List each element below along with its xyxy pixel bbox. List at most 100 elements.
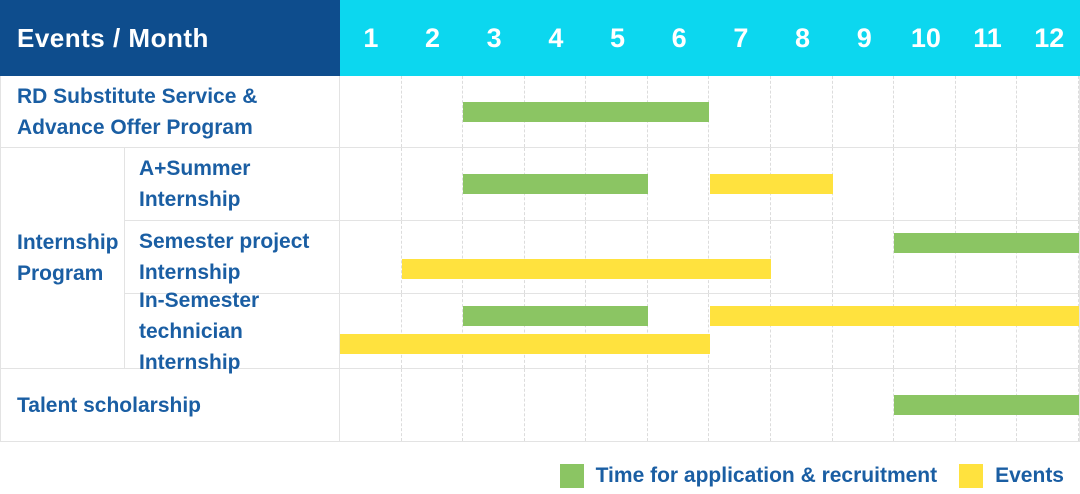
month-grid bbox=[340, 148, 1079, 220]
month-gridline-cell bbox=[833, 148, 895, 220]
schedule-row: RD Substitute Service & Advance Offer Pr… bbox=[1, 76, 1079, 148]
month-gridline-cell bbox=[1017, 76, 1079, 147]
row-label: In-Semester technician Internship bbox=[139, 288, 260, 374]
group-label: Internship Program bbox=[17, 231, 119, 285]
month-gridline-cell bbox=[894, 221, 956, 293]
month-gridline-cell bbox=[463, 369, 525, 441]
legend: Time for application & recruitment Events bbox=[559, 464, 1064, 488]
schedule-row-group: Internship Program A+Summer Internship Sem… bbox=[1, 148, 1079, 374]
month-gridline-cell bbox=[956, 148, 1018, 220]
month-gridline-cell bbox=[402, 76, 464, 147]
month-gridline-cell bbox=[402, 221, 464, 293]
row-label: RD Substitute Service & Advance Offer Pr… bbox=[17, 84, 258, 139]
legend-label: Time for application & recruitment bbox=[595, 464, 938, 487]
gantt-bar-event bbox=[709, 306, 1079, 326]
legend-swatch-application bbox=[559, 464, 584, 488]
month-header-cell: 11 bbox=[973, 22, 1002, 53]
legend-item-event: Events bbox=[959, 464, 1064, 488]
month-gridline-cell bbox=[586, 221, 648, 293]
month-gridline-cell bbox=[833, 221, 895, 293]
gantt-bar-event bbox=[340, 334, 710, 354]
month-gridline-cell bbox=[525, 369, 587, 441]
month-header-cell: 8 bbox=[795, 22, 811, 53]
month-gridline-cell bbox=[525, 294, 587, 368]
month-gridline-cell bbox=[771, 294, 833, 368]
month-gridline-cell bbox=[709, 76, 772, 147]
month-gridline-cell bbox=[833, 76, 895, 147]
gantt-bar-application bbox=[463, 306, 648, 326]
month-gridline-cell bbox=[402, 294, 464, 368]
month-header-cell: 5 bbox=[610, 22, 626, 53]
month-gridline-cell bbox=[648, 369, 710, 441]
month-gridline-cell bbox=[648, 148, 710, 220]
month-gridline-cell bbox=[648, 221, 710, 293]
month-gridline-cell bbox=[771, 76, 833, 147]
month-header-cell: 4 bbox=[548, 22, 564, 53]
month-gridline-cell bbox=[894, 76, 956, 147]
month-grid bbox=[340, 221, 1079, 293]
month-gridline-cell bbox=[709, 221, 772, 293]
month-gridline-cell bbox=[956, 294, 1018, 368]
group-subrows: A+Summer Internship Semester project Inte… bbox=[125, 148, 1079, 374]
month-gridline-cell bbox=[340, 369, 402, 441]
month-gridline-cell bbox=[525, 221, 587, 293]
month-gridline-cell bbox=[709, 369, 772, 441]
gantt-bar-application bbox=[894, 395, 1079, 415]
month-gridline-cell bbox=[340, 148, 402, 220]
month-header-cell: 12 bbox=[1034, 22, 1065, 53]
month-gridline-cell bbox=[709, 294, 772, 368]
legend-swatch-event bbox=[959, 464, 984, 488]
month-gridline-cell bbox=[771, 369, 833, 441]
month-gridline-cell bbox=[894, 148, 956, 220]
group-label-cell: Internship Program bbox=[1, 148, 125, 368]
month-gridline-cell bbox=[340, 294, 402, 368]
row-label: Talent scholarship bbox=[17, 393, 201, 417]
month-gridline-cell bbox=[833, 294, 895, 368]
legend-item-application: Time for application & recruitment bbox=[559, 464, 938, 488]
legend-label: Events bbox=[995, 464, 1064, 487]
schedule-row: Semester project Internship bbox=[125, 221, 1079, 294]
month-header-cell: 1 bbox=[363, 22, 379, 53]
month-gridline-cell bbox=[956, 76, 1018, 147]
table-header: Events / Month 1 2 3 4 5 6 7 8 9 10 11 12 bbox=[0, 0, 1080, 76]
header-title-cell: Events / Month bbox=[0, 0, 340, 76]
month-header-cell: 6 bbox=[671, 22, 687, 53]
month-grid bbox=[340, 294, 1079, 368]
month-header-cell: 3 bbox=[486, 22, 502, 53]
month-gridline-cell bbox=[340, 76, 402, 147]
schedule-row: Talent scholarship bbox=[1, 369, 1079, 441]
month-header-cell: 7 bbox=[733, 22, 749, 53]
page-title: Events / Month bbox=[17, 22, 209, 53]
month-gridline-cell bbox=[771, 221, 833, 293]
schedule-row: In-Semester technician Internship bbox=[125, 289, 1079, 374]
gantt-bar-application bbox=[463, 174, 648, 194]
month-gridline-cell bbox=[586, 294, 648, 368]
month-gridline-cell bbox=[1017, 221, 1079, 293]
month-header-cell: 9 bbox=[856, 22, 872, 53]
sub-row-label-cell: A+Summer Internship bbox=[125, 148, 340, 220]
gantt-bar-application bbox=[894, 233, 1079, 253]
row-label-cell: RD Substitute Service & Advance Offer Pr… bbox=[1, 76, 340, 147]
month-gridline-cell bbox=[340, 221, 402, 293]
month-gridline-cell bbox=[956, 221, 1018, 293]
gantt-bar-event bbox=[709, 174, 833, 194]
month-gridline-cell bbox=[463, 221, 525, 293]
month-gridline-cell bbox=[586, 369, 648, 441]
month-gridline-cell bbox=[1017, 294, 1079, 368]
month-gridline-cell bbox=[648, 294, 710, 368]
month-gridline-cell bbox=[402, 369, 464, 441]
sub-row-label-cell: Semester project Internship bbox=[125, 221, 340, 293]
sub-row-label-cell: In-Semester technician Internship bbox=[125, 289, 340, 374]
month-gridline-cell bbox=[1017, 148, 1079, 220]
gantt-bar-application bbox=[463, 101, 710, 122]
month-header-cell: 10 bbox=[910, 22, 941, 53]
month-gridline-cell bbox=[402, 148, 464, 220]
schedule-row: A+Summer Internship bbox=[125, 148, 1079, 221]
row-label: A+Summer Internship bbox=[139, 157, 251, 211]
month-grid bbox=[340, 76, 1079, 147]
table-body: RD Substitute Service & Advance Offer Pr… bbox=[0, 76, 1080, 442]
month-gridline-cell bbox=[894, 294, 956, 368]
month-header-cell: 2 bbox=[424, 22, 441, 53]
gantt-bar-event bbox=[401, 259, 772, 279]
